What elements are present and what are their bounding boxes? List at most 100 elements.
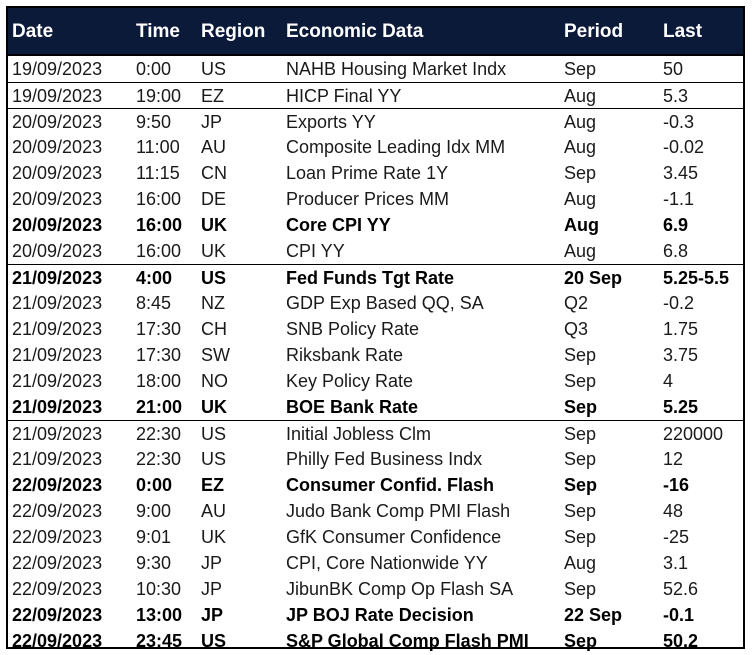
table-row: 19/09/2023 19:00 EZ HICP Final YY Aug 5.3 — [8, 82, 743, 108]
table-row: 20/09/2023 9:50 JP Exports YY Aug -0.3 — [8, 108, 743, 134]
table-row: 20/09/2023 11:00 AU Composite Leading Idx M… — [8, 134, 743, 160]
cell-period: Sep — [564, 449, 597, 469]
cell-date: 21/09/2023 — [12, 293, 103, 313]
cell-last: -0.3 — [663, 112, 695, 132]
cell-period: Q2 — [564, 293, 589, 313]
cell-last: 3.75 — [663, 345, 699, 365]
cell-region: AU — [201, 501, 227, 521]
cell-last: -1.1 — [663, 189, 695, 209]
table-body: 19/09/2023 0:00 US NAHB Housing Market Indx… — [8, 56, 743, 654]
cell-region: CN — [201, 163, 227, 183]
cell-data: HICP Final YY — [286, 86, 402, 106]
cell-region: UK — [201, 215, 227, 235]
cell-period: Sep — [564, 345, 597, 365]
cell-time: 4:00 — [136, 268, 173, 288]
cell-data: Composite Leading Idx MM — [286, 137, 506, 157]
cell-period: 22 Sep — [564, 605, 623, 625]
cell-period: Aug — [564, 86, 597, 106]
header-period: Period — [564, 21, 624, 42]
cell-time: 0:00 — [136, 475, 173, 495]
cell-period: Sep — [564, 527, 597, 547]
cell-date: 21/09/2023 — [12, 345, 103, 365]
cell-period: Sep — [564, 59, 597, 79]
cell-region: JP — [201, 605, 224, 625]
table-row: 20/09/2023 16:00 UK Core CPI YY Aug 6.9 — [8, 212, 743, 238]
cell-last: 1.75 — [663, 319, 699, 339]
cell-time: 11:00 — [136, 137, 180, 157]
cell-time: 11:15 — [136, 163, 180, 183]
cell-data: Initial Jobless Clm — [286, 424, 432, 444]
header-time: Time — [136, 21, 181, 42]
cell-region: JP — [201, 579, 223, 599]
cell-date: 22/09/2023 — [12, 527, 103, 547]
cell-date: 21/09/2023 — [12, 424, 103, 444]
cell-time: 19:00 — [136, 86, 182, 106]
cell-data: SNB Policy Rate — [286, 319, 420, 339]
cell-data: Core CPI YY — [286, 215, 391, 235]
table-row: 21/09/2023 8:45 NZ GDP Exp Based QQ, SA Q2 -0… — [8, 290, 743, 316]
cell-time: 16:00 — [136, 241, 182, 261]
cell-region: US — [201, 449, 227, 469]
cell-date: 22/09/2023 — [12, 553, 103, 573]
table-row: 22/09/2023 23:45 US S&P Global Comp Flash P… — [8, 628, 743, 654]
table-row: 22/09/2023 10:30 JP JibunBK Comp Op Flash S… — [8, 576, 743, 602]
cell-last: 52.6 — [663, 579, 699, 599]
table-row: 21/09/2023 21:00 UK BOE Bank Rate Sep 5.25 — [8, 394, 743, 420]
table-row: 20/09/2023 16:00 DE Producer Prices MM Aug -1… — [8, 186, 743, 212]
cell-date: 22/09/2023 — [12, 605, 103, 625]
cell-date: 22/09/2023 — [12, 579, 103, 599]
cell-date: 20/09/2023 — [12, 112, 103, 132]
cell-period: Sep — [564, 397, 598, 417]
cell-last: -16 — [663, 475, 690, 495]
cell-data: Riksbank Rate — [286, 345, 404, 365]
table-row: 22/09/2023 9:00 AU Judo Bank Comp PMI Flash… — [8, 498, 743, 524]
cell-last: 48 — [663, 501, 684, 521]
cell-date: 21/09/2023 — [12, 319, 103, 339]
cell-date: 22/09/2023 — [12, 631, 103, 651]
table-row: 22/09/2023 9:30 JP CPI, Core Nationwide YY A… — [8, 550, 743, 576]
cell-data: CPI, Core Nationwide YY — [286, 553, 488, 573]
cell-last: -0.1 — [663, 605, 695, 625]
cell-date: 21/09/2023 — [12, 268, 103, 288]
cell-region: AU — [201, 137, 227, 157]
cell-last: 5.25 — [663, 397, 699, 417]
cell-region: JP — [201, 553, 223, 573]
cell-last: 12 — [663, 449, 684, 469]
cell-data: GfK Consumer Confidence — [286, 527, 502, 547]
cell-region: NZ — [201, 293, 225, 313]
header-last: Last — [663, 21, 703, 42]
header-date: Date — [12, 21, 54, 42]
cell-time: 21:00 — [136, 397, 183, 417]
cell-region: NO — [201, 371, 228, 391]
cell-time: 9:00 — [136, 501, 172, 521]
cell-data: Loan Prime Rate 1Y — [286, 163, 449, 183]
cell-period: Sep — [564, 631, 598, 651]
cell-last: 50 — [663, 59, 684, 79]
table-row: 22/09/2023 13:00 JP JP BOJ Rate Decision 22 … — [8, 602, 743, 628]
cell-period: Sep — [564, 579, 597, 599]
cell-region: EZ — [201, 86, 225, 106]
cell-data: CPI YY — [286, 241, 345, 261]
cell-period: Sep — [564, 163, 597, 183]
cell-data: Judo Bank Comp PMI Flash — [286, 501, 511, 521]
cell-time: 22:30 — [136, 424, 182, 444]
cell-data: Philly Fed Business Indx — [286, 449, 483, 469]
cell-date: 22/09/2023 — [12, 475, 103, 495]
cell-date: 22/09/2023 — [12, 501, 103, 521]
cell-time: 22:30 — [136, 449, 182, 469]
cell-region: US — [201, 631, 227, 651]
cell-time: 9:30 — [136, 553, 172, 573]
cell-data: Consumer Confid. Flash — [286, 475, 495, 495]
cell-time: 8:45 — [136, 293, 172, 313]
cell-time: 9:01 — [136, 527, 172, 547]
cell-period: Aug — [564, 241, 597, 261]
cell-region: EZ — [201, 475, 225, 495]
cell-last: 3.45 — [663, 163, 699, 183]
cell-last: 6.9 — [663, 215, 689, 235]
table-row: 21/09/2023 22:30 US Philly Fed Business Ind… — [8, 446, 743, 472]
cell-time: 23:45 — [136, 631, 183, 651]
table-row: 21/09/2023 17:30 CH SNB Policy Rate Q3 1.75 — [8, 316, 743, 342]
table-row: 22/09/2023 0:00 EZ Consumer Confid. Flash Se… — [8, 472, 743, 498]
cell-period: Aug — [564, 137, 597, 157]
cell-date: 21/09/2023 — [12, 397, 103, 417]
